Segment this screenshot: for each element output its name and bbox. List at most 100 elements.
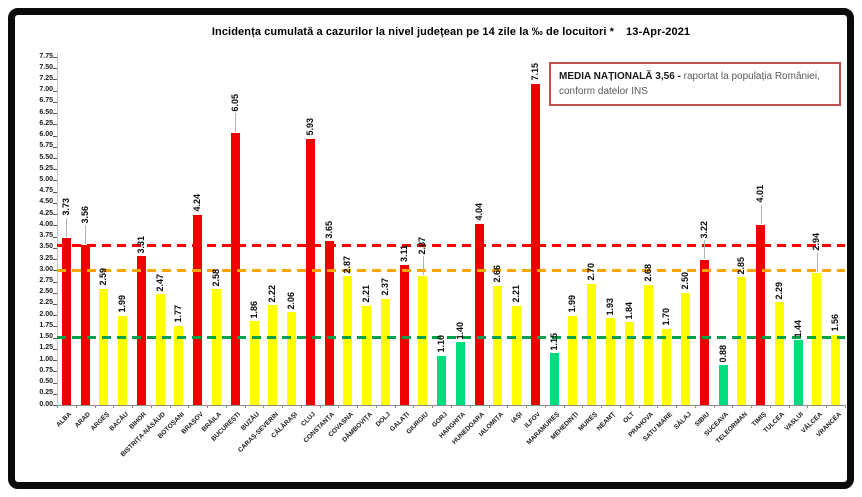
bar-value-label: 2.50 xyxy=(680,272,691,290)
bar xyxy=(549,353,559,405)
bar-value-label: 3.73 xyxy=(60,197,71,216)
x-tick-mark xyxy=(769,405,771,408)
y-tick-mark xyxy=(53,79,57,81)
y-tick-label: 6.75 xyxy=(39,97,53,105)
bar xyxy=(455,342,465,405)
x-tick-mark xyxy=(638,405,640,408)
y-tick-mark xyxy=(53,214,57,216)
x-tick-mark xyxy=(225,405,227,408)
y-tick-mark xyxy=(53,68,57,70)
y-tick-label: 5.25 xyxy=(39,164,53,172)
bar-value-label: 1.84 xyxy=(623,301,634,320)
bar-value-label: 1.56 xyxy=(830,314,841,332)
y-tick-mark xyxy=(53,405,57,406)
bar xyxy=(193,214,203,405)
bar xyxy=(587,283,597,405)
x-tick-mark xyxy=(244,405,246,408)
y-tick-mark xyxy=(53,113,57,115)
bar-value-label: 3.56 xyxy=(79,205,90,224)
bar-value-label: 2.85 xyxy=(736,256,747,275)
y-tick-label: 4.50 xyxy=(39,198,53,206)
bar-value-label: 1.99 xyxy=(567,295,578,313)
bar-value-label: 7.15 xyxy=(529,63,540,81)
bar-value-label: 2.29 xyxy=(773,281,784,300)
value-label-leader-line xyxy=(422,256,424,276)
bar-value-label: 2.87 xyxy=(417,236,428,255)
y-tick-mark xyxy=(53,281,57,283)
y-tick-mark xyxy=(53,90,57,92)
y-tick-label: 6.25 xyxy=(39,119,53,127)
bar-value-label: 2.21 xyxy=(361,285,372,303)
y-tick-label: 1.00 xyxy=(39,355,53,363)
bar xyxy=(380,298,390,405)
bar xyxy=(681,292,691,405)
x-tick-mark xyxy=(132,405,134,408)
y-tick-label: 6.50 xyxy=(39,108,53,116)
y-tick-label: 0.00 xyxy=(39,400,53,408)
y-tick-mark xyxy=(53,158,57,160)
bar-value-label: 2.58 xyxy=(210,268,221,287)
bar xyxy=(324,241,334,405)
bar xyxy=(155,294,165,405)
y-axis-line xyxy=(57,53,58,405)
y-tick-label: 5.75 xyxy=(39,142,53,150)
y-tick-mark xyxy=(53,315,57,317)
bar-value-label: 1.15 xyxy=(548,332,559,351)
y-tick-label: 4.25 xyxy=(39,209,53,217)
bar-value-label: 2.37 xyxy=(379,278,390,296)
x-tick-mark xyxy=(751,405,753,408)
y-tick-label: 5.00 xyxy=(39,175,53,183)
bar-value-label: 2.68 xyxy=(642,264,653,282)
national-average-legend: MEDIA NAȚIONALĂ 3,56 - raportat la popul… xyxy=(549,62,841,106)
x-tick-mark xyxy=(807,405,809,408)
bar xyxy=(643,284,653,405)
y-tick-mark xyxy=(53,180,57,182)
national-average-line xyxy=(57,243,845,247)
bar-value-label: 5.93 xyxy=(304,118,315,136)
bar-value-label: 2.21 xyxy=(511,285,522,303)
y-tick-mark xyxy=(53,382,57,384)
y-tick-mark xyxy=(53,337,57,339)
value-label-leader-line xyxy=(85,225,87,245)
x-tick-mark xyxy=(207,405,209,408)
chart-title: Incidența cumulată a cazurilor la nivel … xyxy=(60,26,842,38)
y-tick-mark xyxy=(53,303,57,305)
x-tick-mark xyxy=(113,405,115,408)
legend-bold-text: MEDIA NAȚIONALĂ 3,56 - xyxy=(559,71,681,82)
bar-value-label: 1.40 xyxy=(454,321,465,340)
x-tick-mark xyxy=(788,405,790,408)
bar-value-label: 1.99 xyxy=(117,295,128,313)
bar-value-label: 1.44 xyxy=(792,319,803,338)
y-tick-mark xyxy=(53,169,57,171)
bar xyxy=(493,285,503,405)
x-tick-mark xyxy=(263,405,265,408)
y-tick-label: 5.50 xyxy=(39,153,53,161)
y-tick-label: 7.50 xyxy=(39,63,53,71)
bar xyxy=(174,325,184,405)
y-tick-label: 3.50 xyxy=(39,243,53,251)
x-tick-mark xyxy=(619,405,621,408)
y-tick-mark xyxy=(53,135,57,137)
bar xyxy=(343,276,353,405)
bar xyxy=(512,305,522,405)
bar xyxy=(605,318,615,405)
x-tick-mark xyxy=(169,405,171,408)
bar xyxy=(287,312,297,405)
bar-value-label: 6.05 xyxy=(229,93,240,112)
bar-value-label: 1.70 xyxy=(661,308,672,326)
bar xyxy=(718,365,728,405)
y-tick-mark xyxy=(53,270,57,272)
value-label-leader-line xyxy=(760,204,762,224)
y-tick-label: 6.00 xyxy=(39,131,53,139)
x-axis-line xyxy=(54,405,845,406)
y-tick-label: 0.25 xyxy=(39,389,53,397)
bar-value-label: 2.87 xyxy=(342,255,353,274)
bar-value-label: 3.11 xyxy=(398,245,409,263)
y-tick-label: 1.75 xyxy=(39,321,53,329)
x-tick-mark xyxy=(338,405,340,408)
bar xyxy=(568,315,578,405)
bar-value-label: 3.65 xyxy=(323,220,334,239)
x-tick-mark xyxy=(488,405,490,408)
x-tick-mark xyxy=(657,405,659,408)
y-tick-mark xyxy=(53,225,57,227)
